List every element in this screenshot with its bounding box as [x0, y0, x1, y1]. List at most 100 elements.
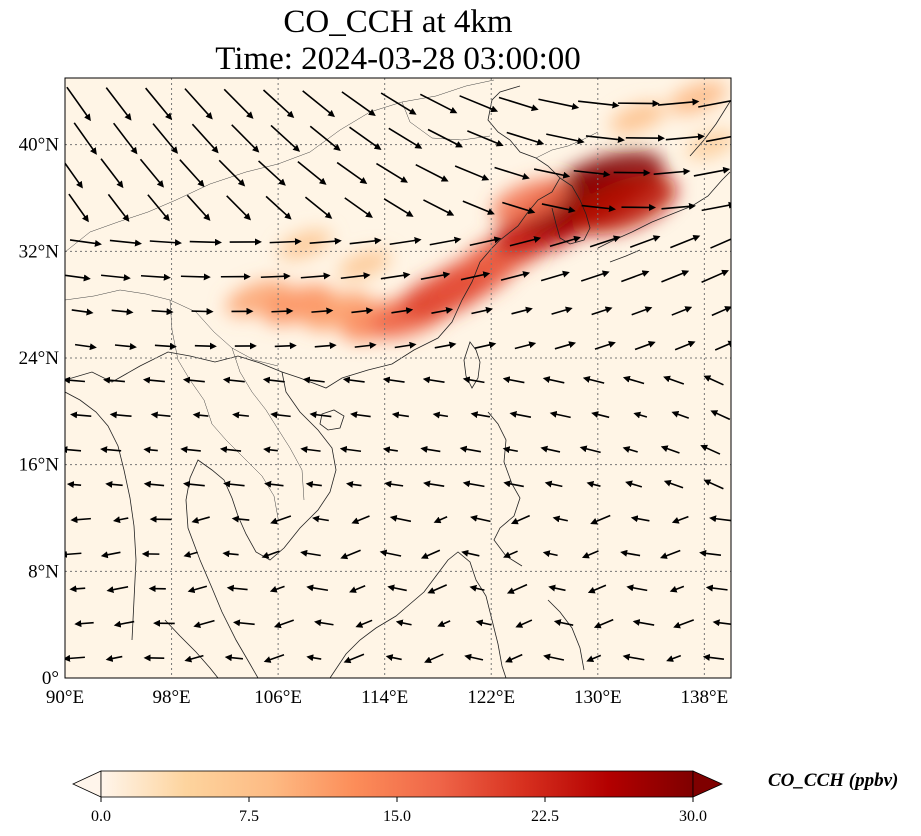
wind-arrow	[434, 341, 457, 349]
wind-arrow	[232, 619, 255, 627]
wind-arrow	[179, 159, 205, 188]
wind-arrow	[394, 341, 417, 349]
wind-arrow	[107, 193, 130, 222]
wind-arrow	[541, 203, 576, 214]
wind-arrow	[73, 122, 97, 155]
wind-arrow	[355, 619, 373, 628]
wind-arrow	[431, 306, 454, 314]
wind-arrow	[180, 446, 201, 454]
wind-arrow	[709, 515, 731, 523]
coastline-myanmar	[65, 391, 137, 641]
wind-arrow	[309, 125, 341, 151]
wind-arrow	[423, 199, 455, 216]
map-frame	[64, 77, 732, 679]
wind-arrow	[580, 270, 610, 282]
wind-arrow	[231, 515, 250, 523]
wind-arrow	[192, 411, 209, 419]
wind-arrow	[673, 619, 695, 629]
border-mongolia	[401, 101, 491, 141]
wind-arrow	[460, 271, 491, 281]
wind-arrow	[309, 237, 342, 245]
wind-arrow	[154, 342, 177, 350]
wind-arrow	[670, 234, 701, 249]
wind-arrow	[663, 375, 685, 385]
wind-arrow	[549, 410, 571, 419]
coastline-taiwan	[463, 341, 481, 389]
wind-arrow	[470, 411, 491, 419]
wind-arrow	[314, 619, 334, 627]
wind-arrow	[503, 480, 524, 488]
wind-arrow	[433, 516, 448, 524]
wind-arrow	[437, 620, 451, 627]
wind-arrow	[671, 515, 689, 524]
coastline-sulawesi	[547, 599, 585, 671]
wind-arrow	[626, 584, 648, 592]
wind-arrow	[621, 270, 650, 283]
wind-arrow	[464, 653, 484, 661]
wind-arrow	[705, 135, 731, 143]
wind-arrow	[340, 549, 361, 560]
wind-arrow	[471, 306, 493, 315]
wind-arrow	[304, 196, 333, 219]
wind-arrow	[145, 87, 173, 121]
plume-blob	[544, 150, 665, 219]
wind-arrow	[661, 202, 696, 210]
wind-arrow	[633, 411, 648, 419]
wind-arrow	[263, 446, 278, 454]
wind-arrow	[191, 516, 210, 524]
chart-subtitle-time: Time: 2024-03-28 03:00:00	[215, 41, 581, 77]
wind-arrow	[105, 480, 123, 488]
wind-arrow	[100, 274, 131, 282]
lat-tick-label: 0°	[42, 668, 59, 689]
wind-arrow	[309, 411, 332, 419]
wind-arrow	[388, 127, 423, 149]
wind-arrow	[710, 238, 731, 249]
wind-arrow	[270, 124, 301, 152]
border-korea-china	[535, 131, 599, 159]
wind-arrow	[222, 376, 245, 384]
wind-arrow	[462, 376, 485, 384]
wind-arrow	[551, 306, 573, 315]
wind-arrow	[339, 445, 362, 453]
wind-arrow	[151, 308, 174, 316]
wind-arrow	[300, 549, 321, 557]
wind-arrow	[553, 619, 574, 626]
wind-arrow	[100, 446, 122, 454]
wind-arrow	[384, 480, 404, 488]
colorbar: 0.0 7.5 15.0 22.5 30.0	[72, 770, 723, 825]
wind-arrow	[74, 343, 97, 351]
wind-arrow	[546, 133, 585, 145]
wind-arrow	[65, 161, 83, 189]
wind-arrow	[622, 446, 638, 453]
wind-arrow	[714, 340, 731, 351]
plume-blob	[225, 279, 291, 317]
wind-arrow	[269, 585, 285, 593]
wind-arrow	[340, 272, 371, 280]
wind-arrow	[475, 619, 492, 627]
wind-arrow	[581, 550, 599, 559]
coastline-korea	[551, 177, 591, 245]
wind-arrow	[376, 162, 408, 183]
latitude-labels: 0° 8°N 16°N 24°N 32°N 40°N	[19, 135, 60, 689]
wind-arrow	[258, 160, 286, 186]
wind-arrow	[193, 619, 215, 629]
wind-arrow	[657, 98, 700, 106]
wind-arrow	[429, 236, 462, 246]
wind-arrow	[467, 130, 504, 147]
wind-arrow	[432, 411, 449, 419]
wind-arrow	[669, 585, 685, 593]
wind-arrow	[222, 550, 239, 558]
wind-arrow	[671, 306, 693, 316]
wind-arrow	[350, 411, 371, 419]
lat-tick-label: 32°N	[19, 241, 60, 262]
wind-arrow	[306, 654, 322, 662]
wind-arrow	[544, 480, 563, 488]
lat-tick-label: 16°N	[19, 455, 60, 476]
wind-arrow	[382, 446, 398, 454]
wind-arrow	[625, 480, 643, 488]
wind-arrow	[314, 342, 337, 350]
wind-arrow	[509, 236, 542, 247]
wind-arrow	[191, 307, 214, 315]
wind-arrow	[271, 307, 294, 315]
wind-arrow	[552, 515, 568, 523]
